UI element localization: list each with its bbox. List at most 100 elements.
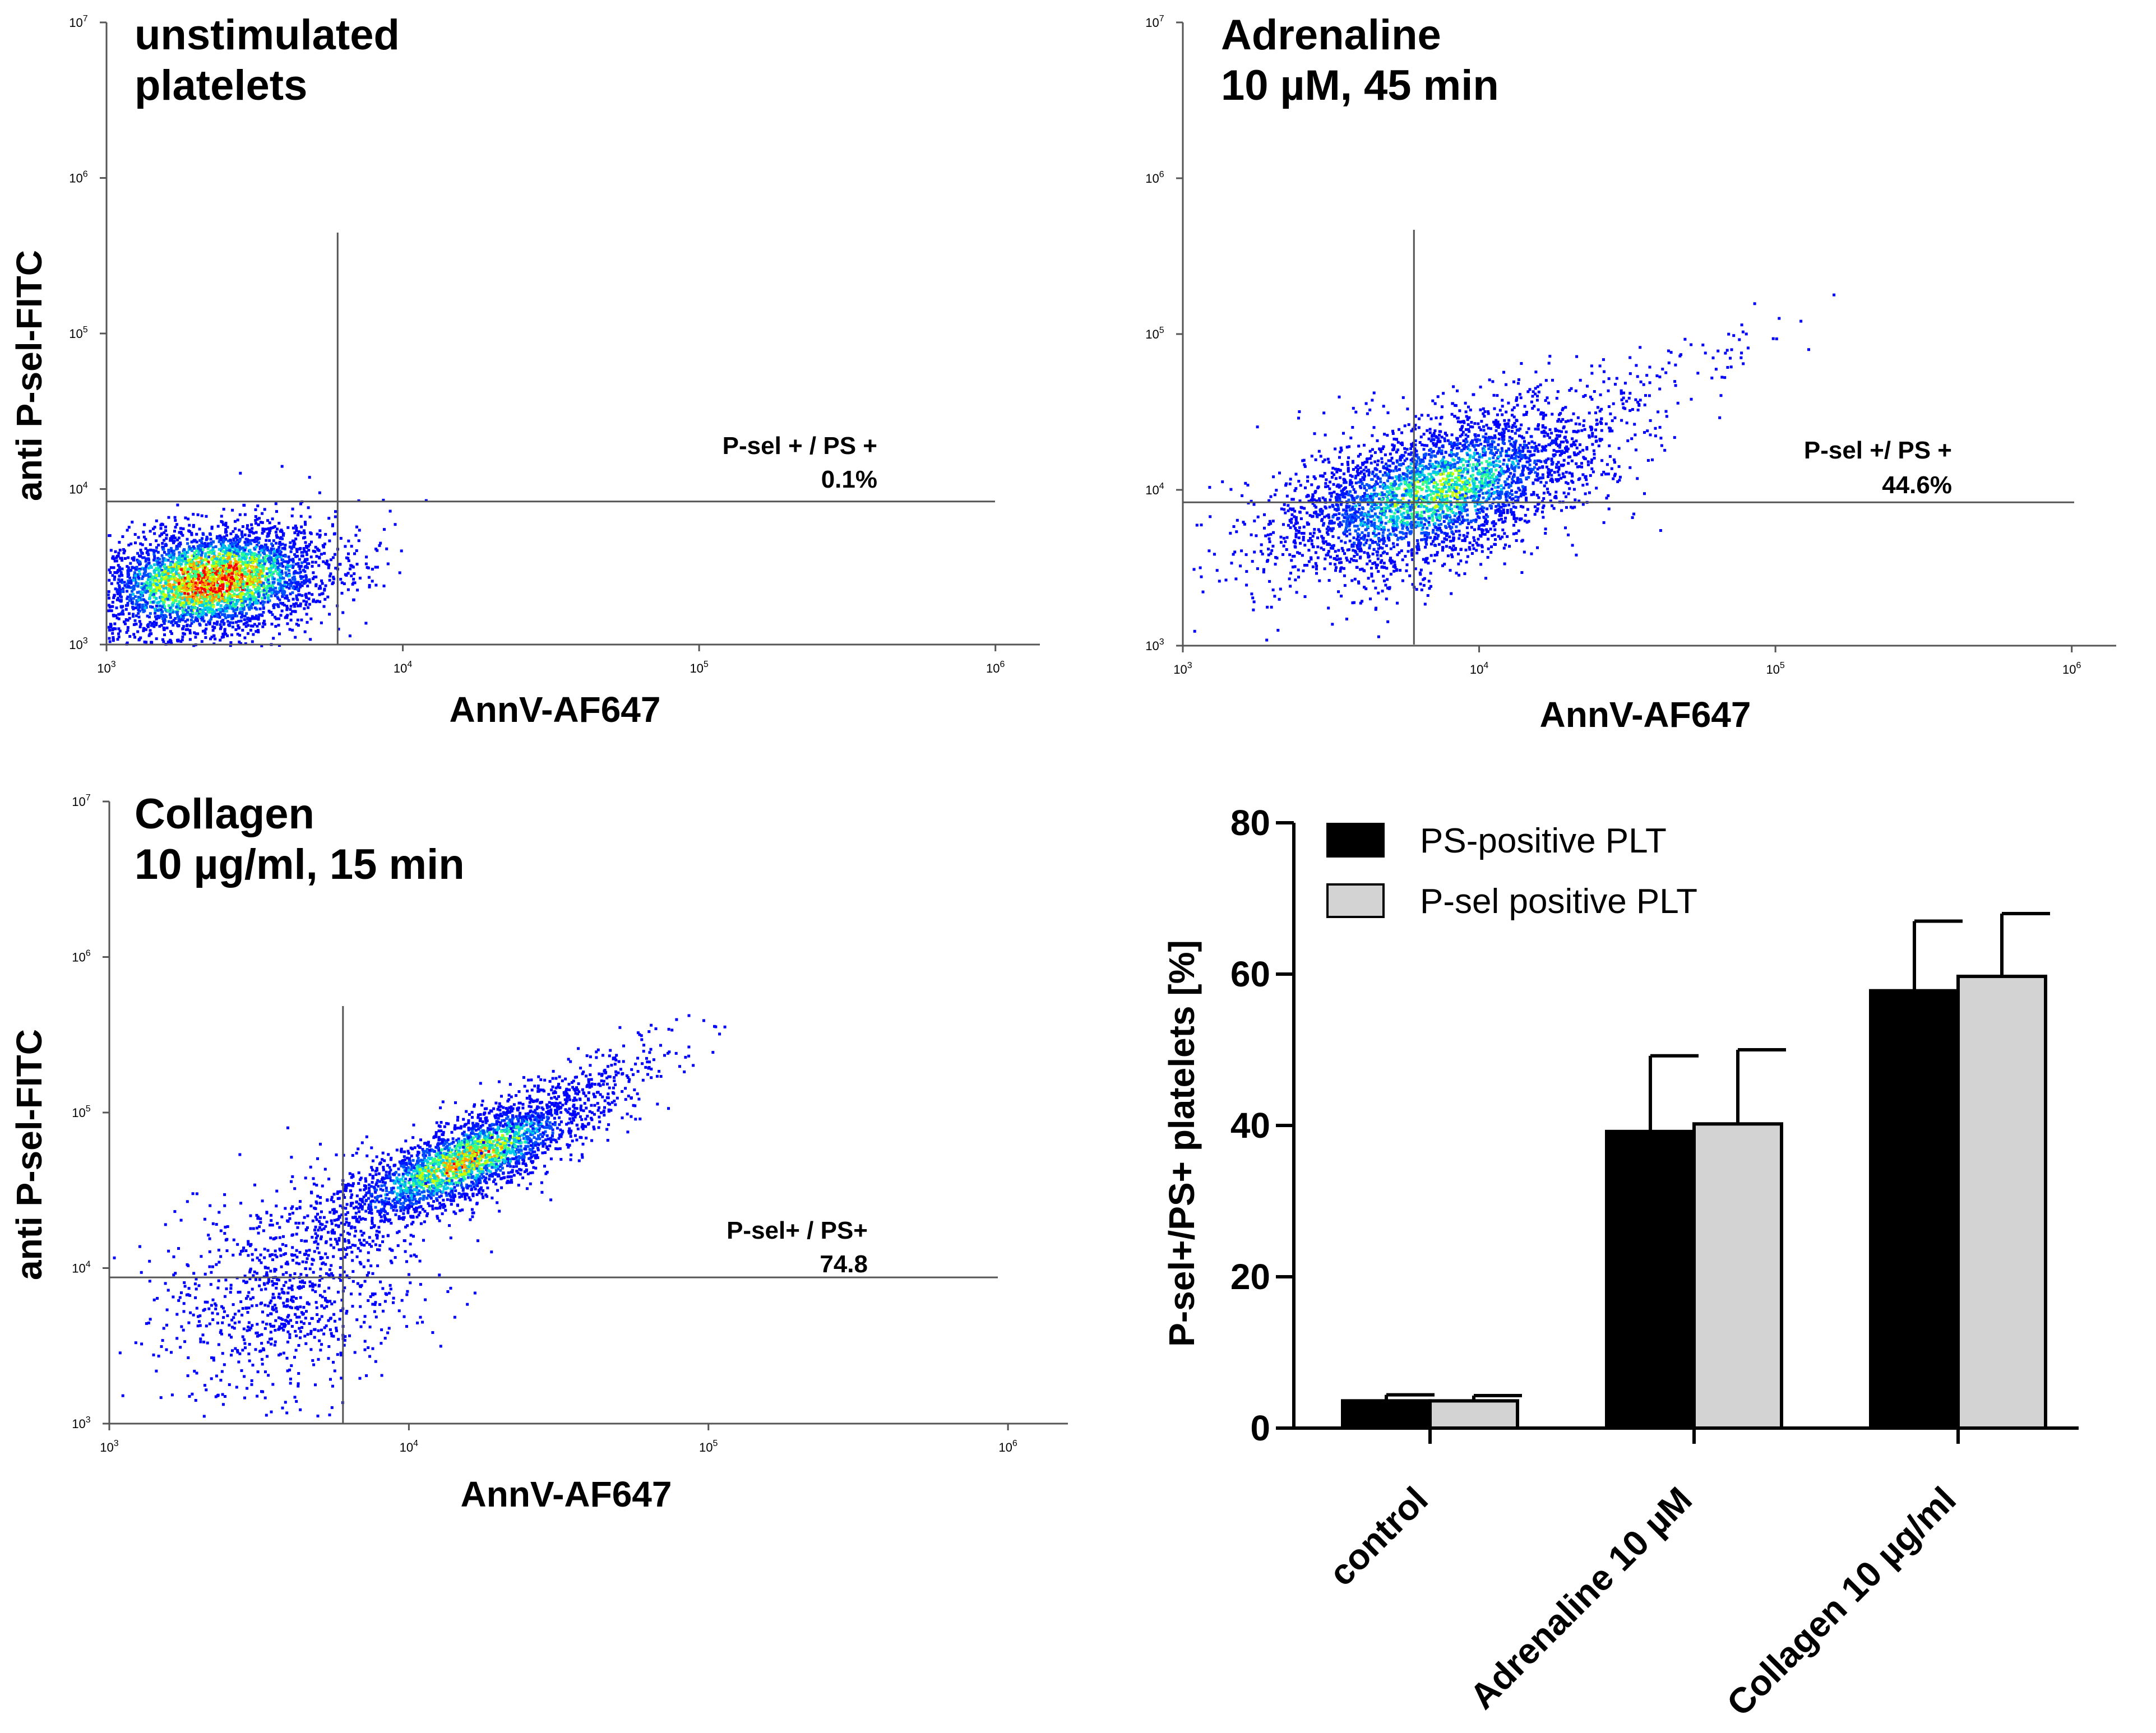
event-dot [201, 611, 204, 615]
event-dot [280, 584, 283, 587]
event-dot [1440, 449, 1443, 452]
event-dot [261, 531, 264, 535]
event-dot [142, 530, 145, 534]
event-dot [172, 534, 175, 537]
event-dot [129, 542, 133, 545]
event-dot [1368, 544, 1372, 547]
event-dot [266, 548, 270, 552]
event-dot [251, 539, 254, 542]
event-dot [1474, 458, 1478, 461]
event-dot [234, 628, 238, 631]
event-dot [303, 560, 306, 563]
event-dot [155, 582, 158, 586]
event-dot [308, 581, 312, 584]
event-dot [1476, 499, 1479, 502]
event-dot [140, 591, 143, 594]
event-dot [226, 582, 230, 586]
event-dot [152, 596, 156, 599]
event-dot [1515, 517, 1519, 520]
event-dot [1341, 495, 1345, 498]
event-dot [249, 542, 252, 545]
event-dot [1301, 554, 1304, 557]
event-dot [1500, 484, 1503, 488]
event-dot [1400, 522, 1404, 525]
event-dot [191, 611, 194, 614]
event-dot [1424, 495, 1427, 498]
event-dot [133, 571, 136, 574]
event-dot [153, 571, 156, 574]
event-dot [248, 529, 251, 532]
event-dot [118, 569, 122, 572]
event-dot [205, 613, 208, 617]
event-dot [240, 615, 243, 619]
event-dot [233, 592, 236, 596]
event-dot [178, 588, 181, 591]
event-dot [274, 625, 277, 628]
event-dot [1493, 528, 1497, 531]
event-dot [288, 578, 291, 582]
event-dot [193, 565, 196, 568]
event-dot [290, 515, 294, 517]
event-dot [238, 633, 242, 637]
event-dot [188, 597, 191, 601]
event-dot [255, 614, 258, 618]
event-dot [1221, 480, 1224, 484]
event-dot [1347, 470, 1350, 473]
event-dot [1451, 463, 1454, 466]
event-dot [1294, 527, 1297, 530]
event-dot [1352, 549, 1355, 552]
event-dot [305, 600, 308, 604]
event-dot [236, 600, 239, 603]
event-dot [228, 595, 232, 598]
event-dot [1536, 467, 1539, 471]
event-dot [251, 624, 255, 628]
event-dot [1512, 511, 1515, 514]
event-dot [281, 546, 284, 550]
event-dot [210, 527, 214, 530]
event-dot [1363, 461, 1367, 464]
event-dot [152, 558, 156, 562]
event-dot [215, 623, 219, 626]
event-dot [251, 558, 255, 562]
event-dot [192, 644, 196, 647]
event-dot [1522, 436, 1525, 439]
event-dot [207, 555, 210, 559]
event-dot [188, 578, 192, 581]
event-dot [198, 604, 202, 607]
event-dot [117, 569, 120, 572]
event-dot [245, 612, 248, 615]
event-dot [356, 589, 359, 592]
event-dot [1410, 515, 1414, 518]
event-dot [267, 558, 270, 561]
event-dot [328, 539, 331, 543]
event-dot [208, 610, 211, 614]
event-dot [1464, 548, 1468, 552]
event-dot [1361, 600, 1364, 603]
event-dot [164, 575, 168, 578]
event-dot [297, 593, 300, 596]
event-dot [280, 576, 283, 579]
event-dot [206, 542, 210, 545]
event-dot [1467, 490, 1470, 493]
event-dot [120, 595, 123, 599]
event-dot [224, 531, 227, 534]
event-dot [184, 571, 188, 574]
event-dot [235, 534, 238, 537]
event-dot [209, 533, 212, 536]
event-dot [308, 515, 312, 518]
event-dot [1363, 521, 1366, 525]
event-dot [340, 581, 344, 585]
event-dot [1585, 478, 1588, 481]
event-dot [1389, 489, 1392, 493]
event-dot [295, 548, 298, 551]
event-dot [1389, 547, 1392, 550]
event-dot [350, 564, 354, 568]
event-dot [1517, 486, 1520, 490]
event-dot [1588, 491, 1591, 494]
event-dot [1368, 450, 1372, 453]
event-dot [304, 566, 308, 569]
event-dot [223, 559, 226, 563]
event-dot [169, 589, 172, 592]
event-dot [152, 549, 155, 552]
event-dot [197, 581, 200, 584]
